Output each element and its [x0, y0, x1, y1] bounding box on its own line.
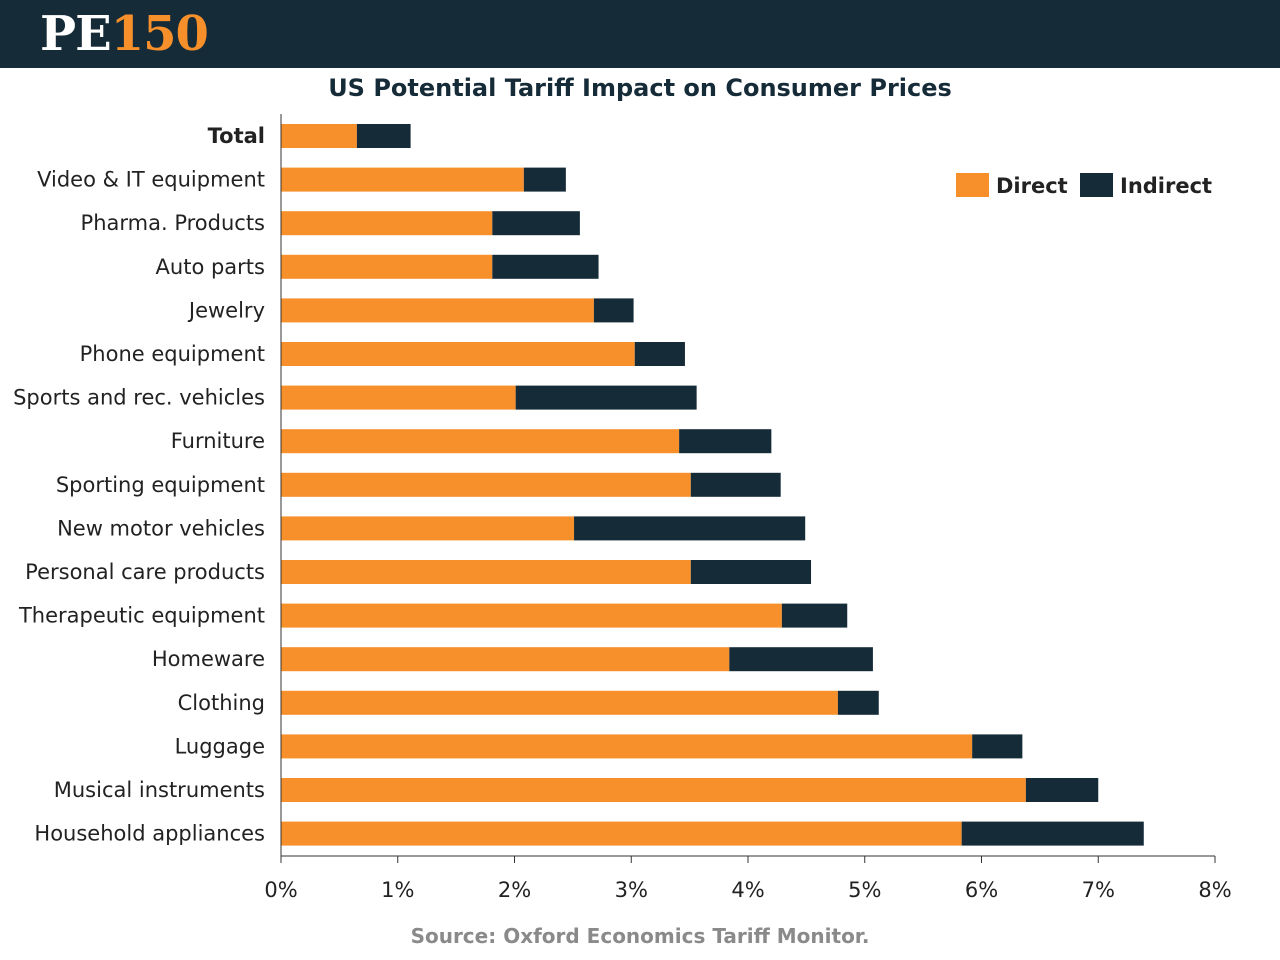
bar-direct-12 [281, 647, 730, 672]
x-tick-label: 6% [965, 878, 998, 902]
legend-swatch-direct [956, 173, 989, 197]
bar-direct-1 [281, 167, 524, 192]
bar-indirect-7 [679, 429, 772, 454]
x-tick-label: 4% [731, 878, 764, 902]
bar-indirect-10 [690, 560, 812, 584]
category-label: Musical instruments [54, 778, 265, 802]
bar-direct-4 [281, 298, 594, 323]
category-label: Sports and rec. vehicles [13, 386, 265, 410]
logo-text-main: PE [40, 6, 112, 62]
bar-indirect-13 [837, 690, 879, 715]
bar-indirect-9 [574, 516, 806, 541]
bar-indirect-15 [1025, 778, 1099, 802]
bar-indirect-3 [492, 254, 599, 279]
bar-direct-3 [281, 254, 493, 279]
bar-indirect-14 [972, 734, 1023, 759]
x-tick-label: 8% [1198, 878, 1231, 902]
category-label: Pharma. Products [81, 211, 265, 235]
category-label: Phone equipment [80, 342, 265, 366]
bar-indirect-4 [593, 298, 634, 323]
bar-direct-16 [281, 821, 962, 846]
category-label: Video & IT equipment [37, 168, 265, 192]
bar-indirect-8 [690, 472, 781, 497]
bar-direct-2 [281, 211, 493, 236]
legend-label-indirect: Indirect [1120, 174, 1212, 198]
x-tick-label: 1% [381, 878, 414, 902]
category-label: Total [208, 124, 265, 148]
bar-direct-9 [281, 516, 575, 541]
bar-indirect-1 [523, 167, 566, 192]
x-tick-label: 3% [615, 878, 648, 902]
source-note: Source: Oxford Economics Tariff Monitor. [410, 924, 870, 948]
x-tick-label: 0% [264, 878, 297, 902]
bar-indirect-6 [515, 385, 697, 410]
bar-direct-5 [281, 342, 635, 366]
bar-indirect-0 [356, 124, 411, 148]
category-label: Luggage [175, 734, 265, 758]
category-label: New motor vehicles [57, 516, 265, 540]
bar-indirect-11 [781, 603, 848, 628]
bar-direct-6 [281, 385, 516, 410]
category-label: Household appliances [34, 822, 265, 846]
bar-indirect-12 [729, 647, 873, 672]
x-tick-label: 7% [1082, 878, 1115, 902]
logo-text-accent: 150 [110, 6, 209, 62]
category-label: Therapeutic equipment [18, 604, 265, 628]
bar-direct-14 [281, 734, 973, 759]
bar-direct-10 [281, 560, 691, 584]
bar-direct-0 [281, 124, 357, 148]
legend-swatch-indirect [1080, 173, 1113, 197]
legend-label-direct: Direct [996, 174, 1068, 198]
x-tick-label: 5% [848, 878, 881, 902]
category-label: Homeware [152, 647, 265, 671]
bar-direct-7 [281, 429, 680, 454]
category-label: Jewelry [187, 298, 265, 322]
category-label: Furniture [171, 429, 265, 453]
category-label: Auto parts [156, 255, 265, 279]
category-label: Clothing [178, 691, 265, 715]
chart-title: US Potential Tariff Impact on Consumer P… [328, 74, 952, 102]
x-tick-label: 2% [498, 878, 531, 902]
bar-indirect-16 [961, 821, 1144, 846]
bar-indirect-2 [492, 211, 580, 236]
bar-direct-8 [281, 472, 691, 497]
bar-indirect-5 [634, 342, 685, 366]
pe150-logo: PE150 [40, 6, 209, 62]
header-bar: PE150 [0, 0, 1280, 68]
category-label: Personal care products [25, 560, 265, 584]
bar-direct-13 [281, 690, 838, 715]
bar-direct-15 [281, 778, 1026, 802]
category-label: Sporting equipment [56, 473, 265, 497]
bar-direct-11 [281, 603, 782, 628]
